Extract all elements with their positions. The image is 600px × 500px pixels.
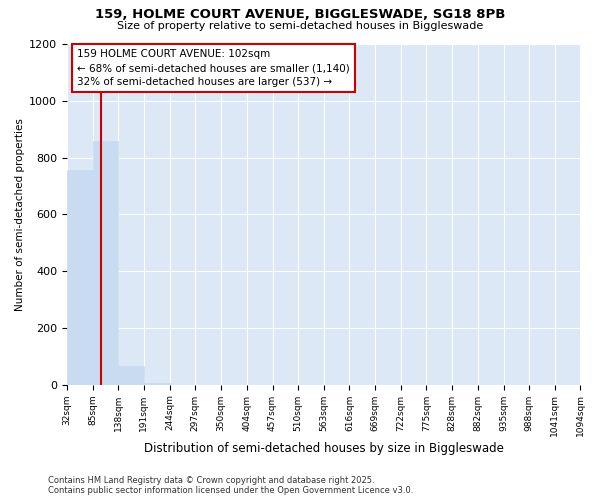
Text: 159 HOLME COURT AVENUE: 102sqm
← 68% of semi-detached houses are smaller (1,140): 159 HOLME COURT AVENUE: 102sqm ← 68% of … (77, 49, 350, 87)
Bar (118, 366, 144, 384)
Bar (92, 140, 118, 384)
Text: Size of property relative to semi-detached houses in Biggleswade: Size of property relative to semi-detach… (117, 21, 483, 31)
Text: 159, HOLME COURT AVENUE, BIGGLESWADE, SG18 8PB: 159, HOLME COURT AVENUE, BIGGLESWADE, SG… (95, 8, 505, 20)
Bar (144, 382, 170, 384)
Text: Contains HM Land Registry data © Crown copyright and database right 2025.
Contai: Contains HM Land Registry data © Crown c… (48, 476, 413, 495)
Y-axis label: Number of semi-detached properties: Number of semi-detached properties (15, 118, 25, 311)
Bar (67, 170, 92, 384)
X-axis label: Distribution of semi-detached houses by size in Biggleswade: Distribution of semi-detached houses by … (144, 442, 503, 455)
